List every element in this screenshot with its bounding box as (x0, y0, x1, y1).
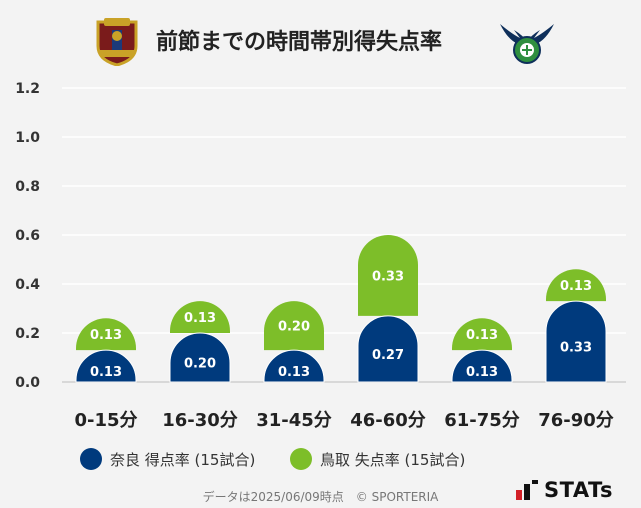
legend-label-home: 奈良 得点率 (15試合) (110, 450, 256, 469)
bar-away (358, 235, 418, 316)
bar-home (263, 349, 325, 383)
footer-note: データは2025/06/09時点 © SPORTERIA (202, 490, 439, 504)
y-tick-label: 0.0 (15, 375, 40, 391)
x-category-label: 16-30分 (162, 410, 238, 431)
legend-item-away: 鳥取 失点率 (15試合) (290, 448, 465, 470)
legend-label-away: 鳥取 失点率 (15試合) (320, 450, 466, 469)
x-category-label: 76-90分 (538, 410, 614, 431)
bar-away (452, 318, 512, 351)
data-label-away: 0.13 (90, 328, 122, 343)
bar-away (264, 301, 324, 351)
data-label-away: 0.13 (184, 311, 216, 326)
stats-bars-icon (516, 480, 538, 500)
gainare-tottori-crest-icon (500, 24, 554, 64)
data-label-away: 0.13 (560, 279, 592, 294)
y-tick-label: 0.8 (15, 179, 40, 195)
chart-legend: 奈良 得点率 (15試合) 鳥取 失点率 (15試合) (80, 448, 600, 476)
nara-club-crest-icon (96, 18, 138, 66)
data-label-home: 0.20 (184, 357, 216, 372)
x-category-label: 61-75分 (444, 410, 520, 431)
bar-home (169, 332, 231, 383)
chart-header: 前節までの時間帯別得失点率 (0, 0, 641, 72)
legend-swatch-home (80, 448, 102, 470)
data-label-home: 0.13 (466, 365, 498, 380)
legend-swatch-away (290, 448, 312, 470)
bar-chart: 0.0 0.2 0.4 0.6 0.8 1.0 1.2 0.13 0.13 0-15分 0.20 0.… (15, 81, 626, 431)
stats-brand: STATs (516, 478, 613, 502)
bar-away (546, 269, 606, 302)
y-tick-label: 1.2 (15, 81, 40, 97)
data-label-home: 0.27 (372, 348, 404, 363)
chart-title: 前節までの時間帯別得失点率 (156, 30, 443, 55)
bar-home (75, 349, 137, 383)
y-tick-label: 1.0 (15, 130, 40, 146)
bar-home (451, 349, 513, 383)
x-category-label: 0-15分 (74, 410, 137, 431)
legend-item-home: 奈良 得点率 (15試合) (80, 448, 255, 470)
bar-away (170, 301, 231, 333)
data-label-away: 0.33 (372, 269, 404, 284)
x-category-label: 31-45分 (256, 410, 332, 431)
data-label-home: 0.13 (278, 365, 310, 380)
y-tick-label: 0.2 (15, 326, 40, 342)
data-label-away: 0.20 (278, 320, 310, 335)
y-tick-label: 0.4 (15, 277, 40, 293)
bar-away (76, 318, 136, 351)
bar-home (545, 300, 607, 383)
bar-home (357, 315, 419, 383)
data-label-away: 0.13 (466, 328, 498, 343)
stats-brand-text: STATs (544, 478, 613, 502)
data-label-home: 0.33 (560, 341, 592, 356)
data-label-home: 0.13 (90, 365, 122, 380)
x-category-label: 46-60分 (350, 410, 426, 431)
y-tick-label: 0.6 (15, 228, 40, 244)
